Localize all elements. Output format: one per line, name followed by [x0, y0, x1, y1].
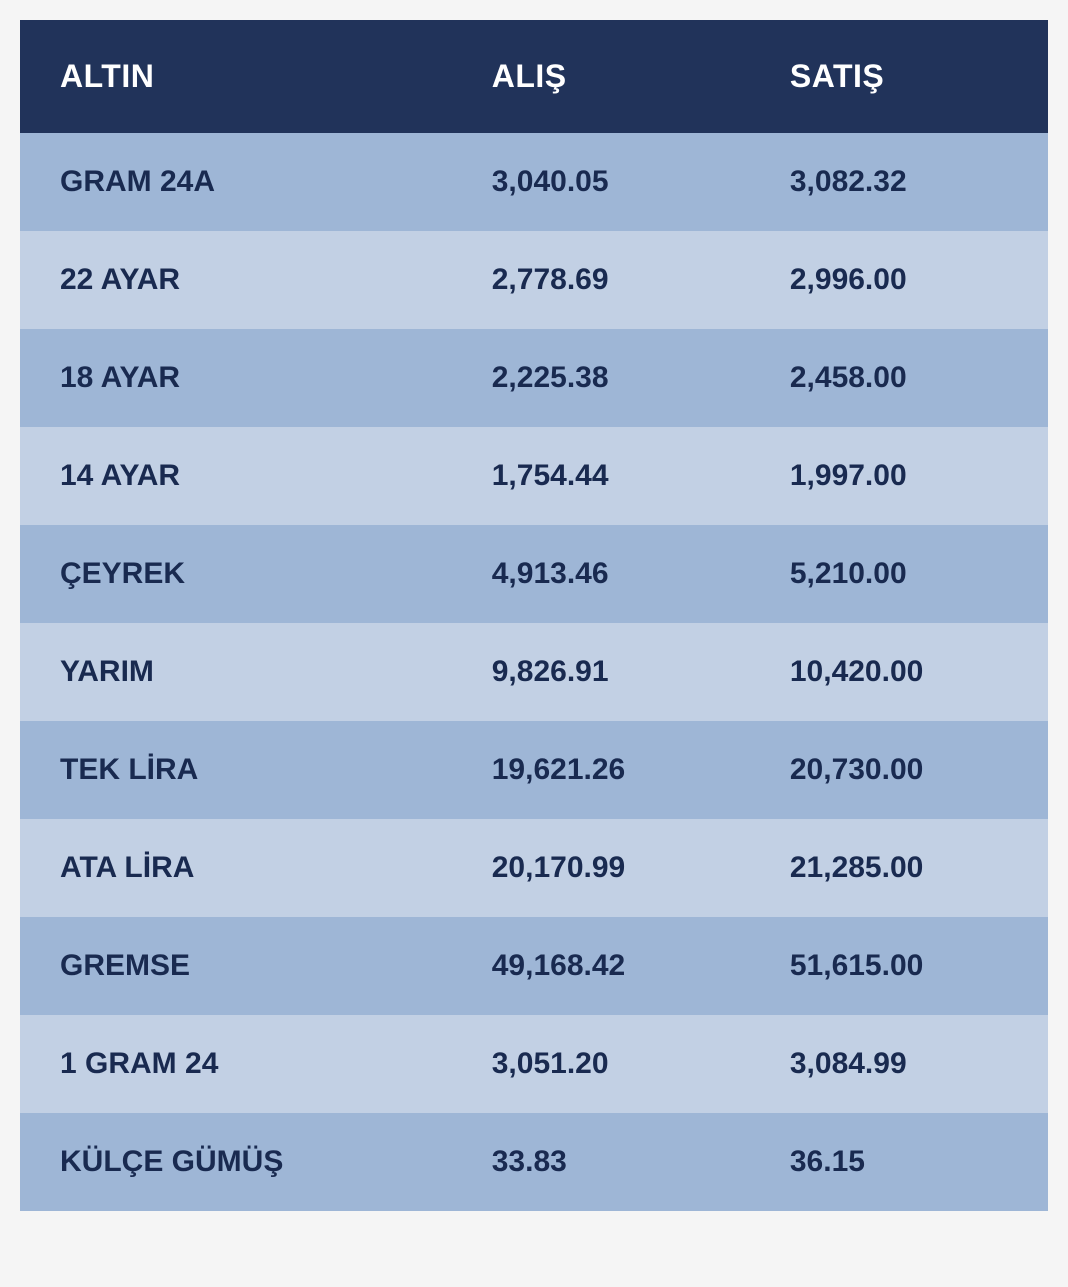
cell-buy: 4,913.46 — [452, 525, 750, 623]
table-row: TEK LİRA 19,621.26 20,730.00 — [20, 721, 1048, 819]
cell-sell: 21,285.00 — [750, 819, 1048, 917]
cell-name: 1 GRAM 24 — [20, 1015, 452, 1113]
cell-buy: 3,040.05 — [452, 133, 750, 231]
cell-buy: 33.83 — [452, 1113, 750, 1211]
cell-buy: 2,778.69 — [452, 231, 750, 329]
cell-sell: 3,084.99 — [750, 1015, 1048, 1113]
cell-buy: 19,621.26 — [452, 721, 750, 819]
table-row: 14 AYAR 1,754.44 1,997.00 — [20, 427, 1048, 525]
table-row: ÇEYREK 4,913.46 5,210.00 — [20, 525, 1048, 623]
cell-name: ATA LİRA — [20, 819, 452, 917]
table-row: GRAM 24A 3,040.05 3,082.32 — [20, 133, 1048, 231]
table-row: 22 AYAR 2,778.69 2,996.00 — [20, 231, 1048, 329]
cell-name: YARIM — [20, 623, 452, 721]
cell-name: TEK LİRA — [20, 721, 452, 819]
table-row: GREMSE 49,168.42 51,615.00 — [20, 917, 1048, 1015]
cell-sell: 51,615.00 — [750, 917, 1048, 1015]
gold-price-table: ALTIN ALIŞ SATIŞ GRAM 24A 3,040.05 3,082… — [20, 20, 1048, 1211]
cell-sell: 2,996.00 — [750, 231, 1048, 329]
cell-buy: 3,051.20 — [452, 1015, 750, 1113]
cell-buy: 20,170.99 — [452, 819, 750, 917]
cell-sell: 5,210.00 — [750, 525, 1048, 623]
cell-sell: 10,420.00 — [750, 623, 1048, 721]
cell-name: ÇEYREK — [20, 525, 452, 623]
cell-buy: 49,168.42 — [452, 917, 750, 1015]
cell-buy: 1,754.44 — [452, 427, 750, 525]
column-header-name: ALTIN — [20, 20, 452, 133]
cell-sell: 3,082.32 — [750, 133, 1048, 231]
table-header-row: ALTIN ALIŞ SATIŞ — [20, 20, 1048, 133]
cell-buy: 9,826.91 — [452, 623, 750, 721]
cell-sell: 36.15 — [750, 1113, 1048, 1211]
column-header-buy: ALIŞ — [452, 20, 750, 133]
table-row: 1 GRAM 24 3,051.20 3,084.99 — [20, 1015, 1048, 1113]
table-row: 18 AYAR 2,225.38 2,458.00 — [20, 329, 1048, 427]
table-row: ATA LİRA 20,170.99 21,285.00 — [20, 819, 1048, 917]
table-row: YARIM 9,826.91 10,420.00 — [20, 623, 1048, 721]
cell-name: 14 AYAR — [20, 427, 452, 525]
cell-name: KÜLÇE GÜMÜŞ — [20, 1113, 452, 1211]
cell-name: GREMSE — [20, 917, 452, 1015]
column-header-sell: SATIŞ — [750, 20, 1048, 133]
cell-name: 18 AYAR — [20, 329, 452, 427]
cell-name: GRAM 24A — [20, 133, 452, 231]
cell-sell: 2,458.00 — [750, 329, 1048, 427]
cell-sell: 20,730.00 — [750, 721, 1048, 819]
cell-name: 22 AYAR — [20, 231, 452, 329]
table-row: KÜLÇE GÜMÜŞ 33.83 36.15 — [20, 1113, 1048, 1211]
cell-buy: 2,225.38 — [452, 329, 750, 427]
cell-sell: 1,997.00 — [750, 427, 1048, 525]
